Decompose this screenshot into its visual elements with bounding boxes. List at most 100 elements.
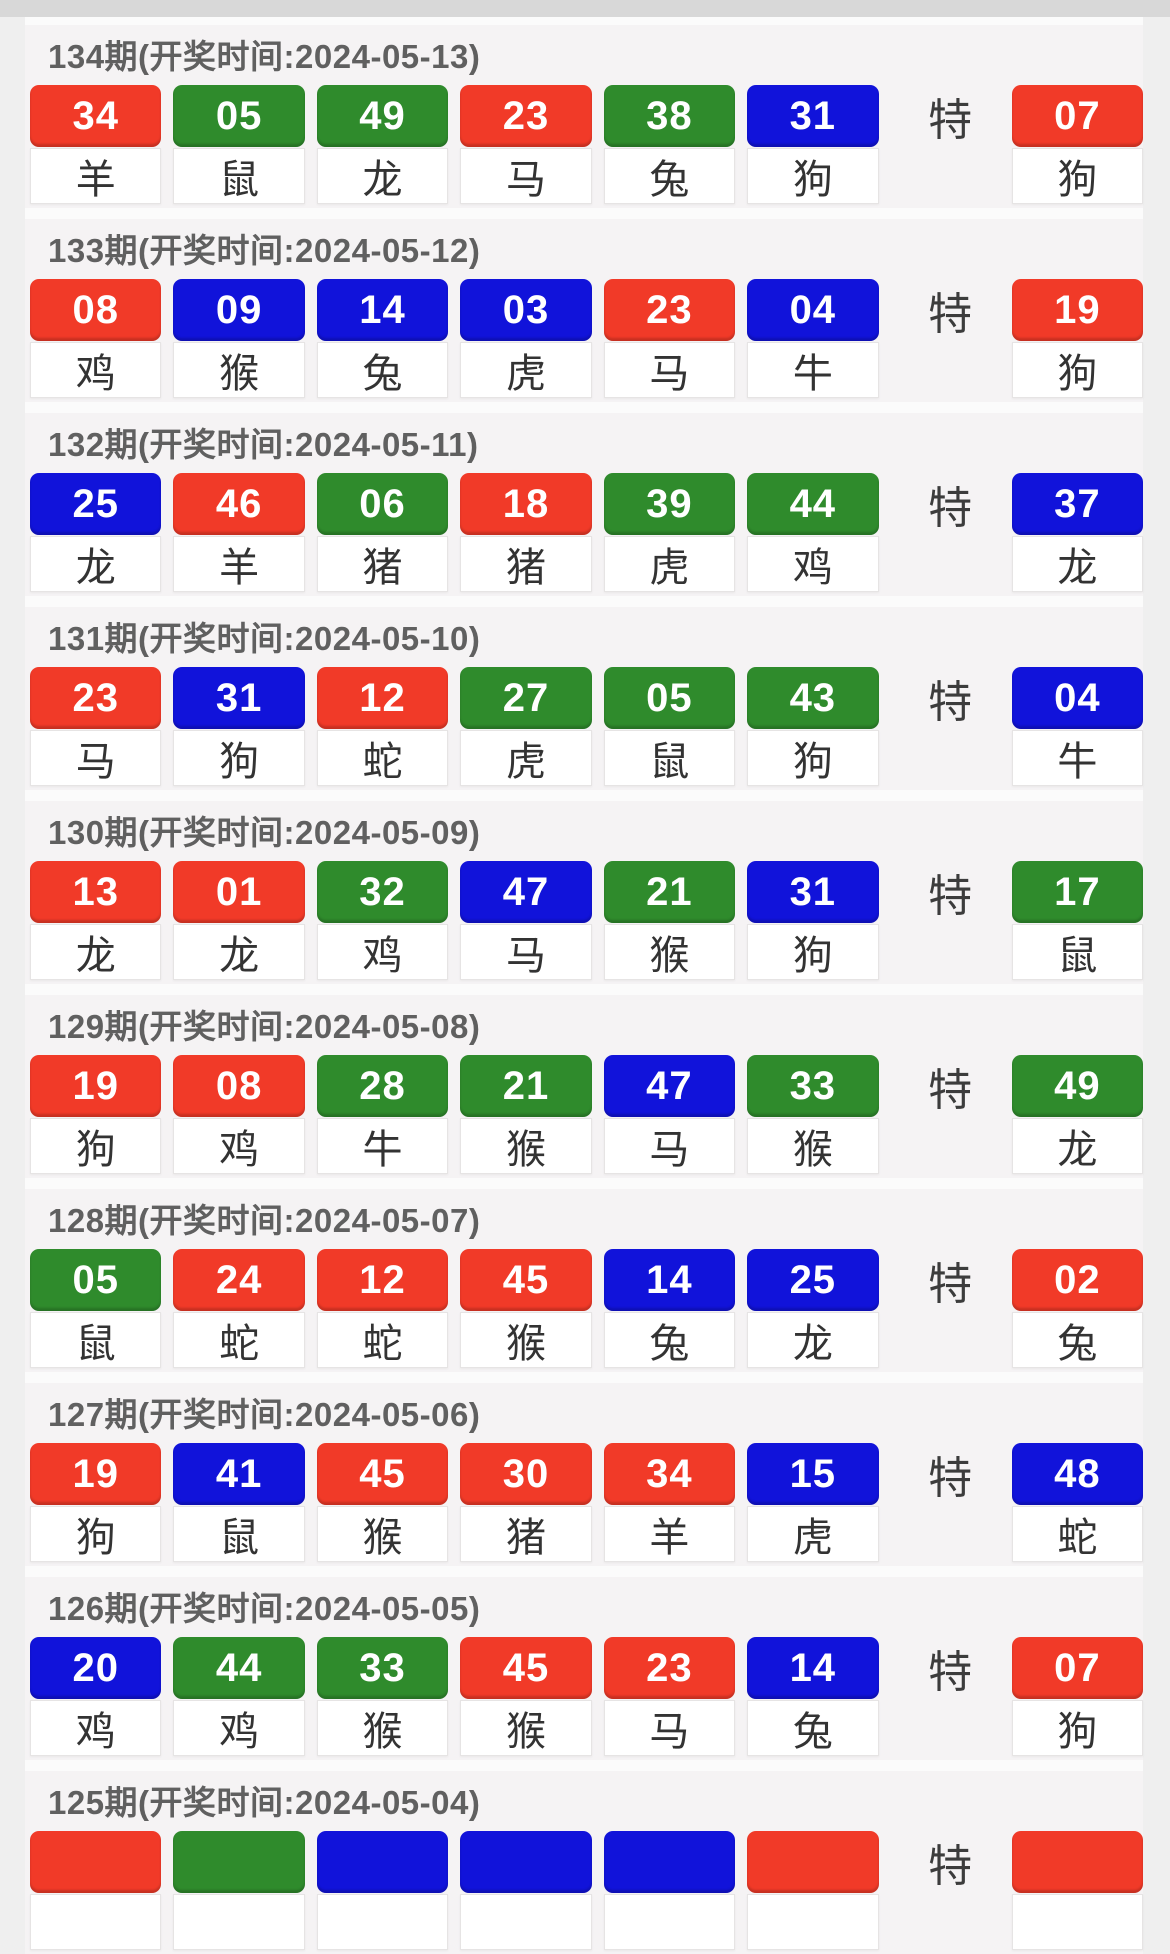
ball: 44 [173, 1637, 305, 1699]
ball [603, 1831, 736, 1893]
ball: 05 [603, 667, 736, 729]
special-marker: 特 [928, 96, 973, 145]
ball-column: 43 狗 [747, 667, 879, 786]
ball: 34 [603, 1443, 736, 1505]
draw-section: 128期(开奖时间:2024-05-07) 05 鼠 24 蛇 12 蛇 45 猴 14 兔 25 龙特… [25, 1189, 1144, 1372]
draw-header: 125期(开奖时间:2024-05-04) [48, 1784, 481, 1821]
zodiac-label: 猪 [316, 536, 449, 592]
ball: 33 [747, 1055, 879, 1117]
ball [316, 1831, 449, 1893]
zodiac-label [30, 1894, 162, 1950]
ball-column: 49 龙 [316, 85, 449, 204]
ball-column: 32 鸡 [316, 861, 449, 980]
zodiac-label: 蛇 [316, 1312, 449, 1368]
draw-header: 134期(开奖时间:2024-05-13) [48, 38, 481, 75]
ball-column: 23 马 [603, 279, 736, 398]
ball-column: 12 蛇 [316, 1249, 449, 1368]
ball: 19 [30, 1443, 162, 1505]
ball: 03 [460, 279, 592, 341]
special-ball-column: 17 鼠 [1011, 861, 1144, 980]
zodiac-label: 狗 [747, 730, 879, 786]
zodiac-label: 马 [460, 148, 592, 204]
ball-column: 38 兔 [603, 85, 736, 204]
ball-column [603, 1831, 736, 1950]
ball-column: 04 牛 [747, 279, 879, 398]
ball-column: 33 猴 [316, 1637, 449, 1756]
special-ball-column: 07 狗 [1011, 1637, 1144, 1756]
ball: 41 [173, 1443, 305, 1505]
special-marker: 特 [928, 1454, 973, 1503]
zodiac-label: 鼠 [30, 1312, 162, 1368]
ball [30, 1831, 162, 1893]
ball: 23 [30, 667, 162, 729]
ball: 47 [460, 861, 592, 923]
ball: 04 [747, 279, 879, 341]
zodiac-label: 兔 [747, 1700, 879, 1756]
draw-section: 132期(开奖时间:2024-05-11) 25 龙 46 羊 06 猪 18 猪 39 虎 44 鸡特… [25, 413, 1144, 596]
zodiac-label: 羊 [173, 536, 305, 592]
zodiac-label [747, 1894, 879, 1950]
ball [173, 1831, 305, 1893]
draw-header: 127期(开奖时间:2024-05-06) [48, 1396, 481, 1433]
ball-column: 28 牛 [316, 1055, 449, 1174]
zodiac-label: 虎 [460, 730, 592, 786]
zodiac-label: 狗 [1011, 148, 1144, 204]
ball-column: 20 鸡 [30, 1637, 162, 1756]
draw-section: 134期(开奖时间:2024-05-13) 34 羊 05 鼠 49 龙 23 马 38 兔 31 狗特… [25, 25, 1144, 208]
zodiac-label: 兔 [603, 148, 736, 204]
ball-column: 21 猴 [603, 861, 736, 980]
draw-header: 130期(开奖时间:2024-05-09) [48, 814, 481, 851]
ball-column: 45 猴 [460, 1249, 592, 1368]
ball: 06 [316, 473, 449, 535]
ball-column: 14 兔 [603, 1249, 736, 1368]
zodiac-label: 羊 [603, 1506, 736, 1562]
ball: 38 [603, 85, 736, 147]
zodiac-label: 猴 [460, 1118, 592, 1174]
zodiac-label: 鼠 [1011, 924, 1144, 980]
special-ball: 49 [1011, 1055, 1144, 1117]
zodiac-label: 龙 [316, 148, 449, 204]
zodiac-label [603, 1894, 736, 1950]
ball-column: 08 鸡 [30, 279, 162, 398]
balls-row: 20 鸡 44 鸡 33 猴 45 猴 23 马 14 兔特 07 狗 [30, 1637, 1144, 1756]
ball: 23 [603, 279, 736, 341]
special-ball-column [1011, 1831, 1144, 1950]
ball: 23 [460, 85, 592, 147]
special-marker: 特 [928, 1260, 973, 1309]
draw-section: 125期(开奖时间:2024-05-04) 特 [25, 1771, 1144, 1954]
ball-column: 14 兔 [316, 279, 449, 398]
ball-column: 09 猴 [173, 279, 305, 398]
zodiac-label: 马 [603, 342, 736, 398]
zodiac-label [173, 1894, 305, 1950]
special-ball: 48 [1011, 1443, 1144, 1505]
special-marker: 特 [928, 872, 973, 921]
special-ball-column: 19 狗 [1011, 279, 1144, 398]
ball: 45 [316, 1443, 449, 1505]
zodiac-label: 虎 [603, 536, 736, 592]
zodiac-label: 鼠 [173, 148, 305, 204]
special-ball: 04 [1011, 667, 1144, 729]
zodiac-label: 兔 [603, 1312, 736, 1368]
zodiac-label: 猴 [460, 1700, 592, 1756]
zodiac-label: 猴 [316, 1506, 449, 1562]
draw-header: 133期(开奖时间:2024-05-12) [48, 232, 481, 269]
ball: 21 [460, 1055, 592, 1117]
draw-section: 131期(开奖时间:2024-05-10) 23 马 31 狗 12 蛇 27 虎 05 鼠 43 狗特… [25, 607, 1144, 790]
ball-column [747, 1831, 879, 1950]
zodiac-label: 鼠 [603, 730, 736, 786]
ball: 08 [173, 1055, 305, 1117]
zodiac-label: 龙 [30, 924, 162, 980]
ball-column: 33 猴 [747, 1055, 879, 1174]
zodiac-label: 蛇 [1011, 1506, 1144, 1562]
zodiac-label: 虎 [460, 342, 592, 398]
ball-column: 14 兔 [747, 1637, 879, 1756]
ball: 28 [316, 1055, 449, 1117]
special-ball-column: 07 狗 [1011, 85, 1144, 204]
ball: 23 [603, 1637, 736, 1699]
draw-section: 133期(开奖时间:2024-05-12) 08 鸡 09 猴 14 兔 03 虎 23 马 04 牛特… [25, 219, 1144, 402]
ball-column: 15 虎 [747, 1443, 879, 1562]
ball-column: 31 狗 [747, 861, 879, 980]
zodiac-label: 牛 [1011, 730, 1144, 786]
ball: 49 [316, 85, 449, 147]
balls-row: 23 马 31 狗 12 蛇 27 虎 05 鼠 43 狗特 04 牛 [30, 667, 1144, 786]
